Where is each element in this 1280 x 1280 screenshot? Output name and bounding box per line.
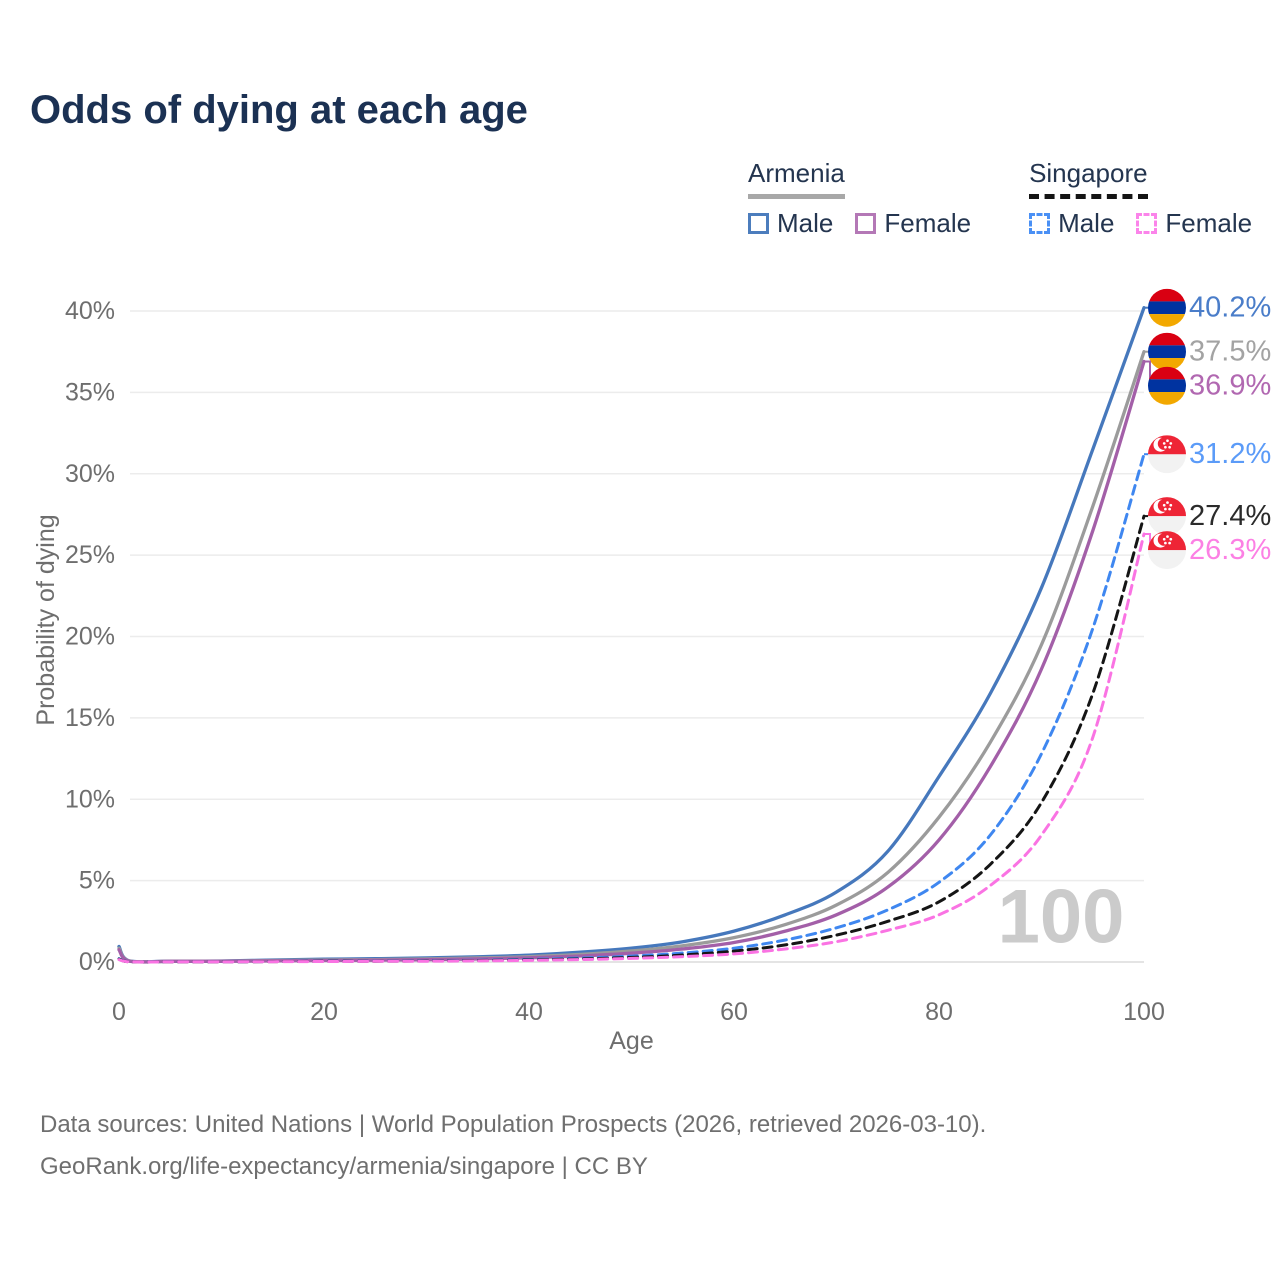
legend-label-singapore-male: Male (1058, 208, 1115, 238)
end-label-singapore-female: 26.3% (1189, 534, 1271, 566)
end-label-armenia-both: 37.5% (1189, 336, 1271, 368)
flag-icon-singapore (1148, 497, 1186, 536)
x-tick-label: 0 (112, 998, 126, 1026)
flag-icon-singapore (1148, 435, 1186, 474)
x-tick-label: 60 (720, 998, 748, 1026)
series-line-singapore-female[interactable] (117, 532, 1146, 964)
x-tick-label: 80 (925, 998, 953, 1026)
flag-icon-singapore (1148, 531, 1186, 570)
y-tick-label: 0% (79, 948, 115, 976)
legend-group-armenia: Armenia Male Female (748, 158, 971, 239)
legend-swatch-armenia-male[interactable] (748, 213, 769, 234)
legend-country-singapore[interactable]: Singapore (1029, 158, 1148, 199)
y-tick-label: 30% (65, 460, 115, 488)
legend: Armenia Male Female Singapore Male (748, 158, 1252, 239)
age-counter-watermark: 100 (998, 875, 1125, 960)
legend-item-singapore-female[interactable]: Female (1136, 208, 1252, 239)
y-tick-label: 15% (65, 704, 115, 732)
flag-icon-armenia (1148, 288, 1186, 327)
legend-swatch-singapore-male[interactable] (1029, 213, 1051, 234)
flag-icon-armenia (1148, 332, 1186, 371)
end-label-singapore-male: 31.2% (1189, 438, 1271, 470)
y-axis-title: Probability of dying (32, 514, 60, 725)
legend-swatch-singapore-female[interactable] (1136, 213, 1158, 234)
legend-item-armenia-male[interactable]: Male (748, 208, 833, 239)
x-tick-label: 20 (310, 998, 338, 1026)
legend-item-singapore-male[interactable]: Male (1029, 208, 1114, 239)
legend-label-armenia-female: Female (884, 208, 972, 238)
end-label-armenia-male: 40.2% (1189, 292, 1271, 324)
y-tick-label: 25% (65, 541, 115, 569)
legend-group-singapore: Singapore Male Female (1029, 158, 1252, 239)
end-label-singapore-both: 27.4% (1189, 500, 1271, 532)
series-line-armenia-both[interactable] (117, 350, 1146, 964)
series-line-singapore-both[interactable] (117, 514, 1146, 964)
y-tick-label: 35% (65, 378, 115, 406)
legend-swatch-armenia-female[interactable] (855, 213, 877, 234)
legend-items-armenia: Male Female (748, 208, 971, 239)
series-line-armenia-female[interactable] (117, 359, 1146, 964)
legend-label-armenia-male: Male (777, 208, 834, 238)
x-axis-title: Age (609, 1027, 653, 1055)
y-tick-label: 20% (65, 623, 115, 651)
x-tick-label: 40 (515, 998, 543, 1026)
y-tick-label: 40% (65, 297, 115, 325)
legend-label-singapore-female: Female (1165, 208, 1253, 238)
y-tick-label: 10% (65, 785, 115, 813)
y-tick-label: 5% (79, 867, 115, 895)
footer-attribution: GeoRank.org/life-expectancy/armenia/sing… (40, 1153, 648, 1180)
page-title: Odds of dying at each age (30, 88, 528, 132)
legend-item-armenia-female[interactable]: Female (855, 208, 971, 239)
x-tick-label: 100 (1123, 998, 1165, 1026)
footer-sources: Data sources: United Nations | World Pop… (40, 1111, 987, 1138)
legend-items-singapore: Male Female (1029, 208, 1252, 239)
footer: Data sources: United Nations | World Pop… (40, 1104, 986, 1188)
end-label-armenia-female: 36.9% (1189, 370, 1271, 402)
legend-country-armenia[interactable]: Armenia (748, 158, 845, 199)
flag-icon-armenia (1148, 366, 1186, 405)
